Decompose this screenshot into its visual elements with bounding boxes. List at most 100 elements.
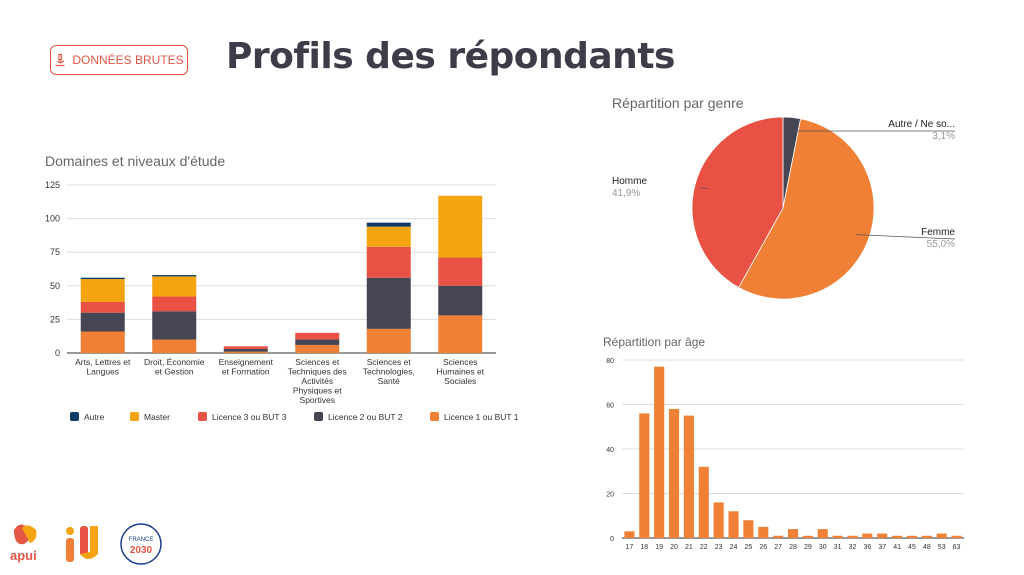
age-xtick-label: 27 [774,544,782,551]
age-xtick-label: 31 [834,544,842,551]
domain-bar-segment [223,346,268,349]
age-bar [877,533,888,538]
domain-ytick-label: 0 [55,348,60,358]
age-bar [832,535,843,538]
age-xtick-label: 17 [626,544,634,551]
domain-ytick-label: 50 [50,281,60,291]
domain-ytick-label: 25 [50,314,60,324]
domain-legend-swatch [70,412,79,421]
gender-chart-title: Répartition par genre [612,95,744,111]
domain-category-label: Sciences [443,357,478,367]
raw-data-badge[interactable]: DONNÉES BRUTES [50,45,188,75]
apui-wordmark: apui [10,548,37,563]
age-xtick-label: 36 [863,544,871,551]
domain-ytick-label: 125 [45,180,60,190]
page-title: Profils des répondants [226,36,675,77]
france-year: 2030 [130,545,153,556]
gender-slice-pct: 41,9% [612,188,640,199]
domain-ytick-label: 100 [45,214,60,224]
domain-category-label: et Formation [222,367,270,377]
domain-bar-segment [295,332,340,340]
domain-bar-segment [438,285,483,316]
age-bar [773,535,784,538]
domain-category-label: Droit, Économie [144,357,205,367]
age-xtick-label: 53 [938,544,946,551]
domain-category-label: Techniques des [288,367,347,377]
age-bar [906,535,918,538]
age-ytick-label: 20 [606,492,614,499]
domain-category-label: et Gestion [155,367,194,377]
gender-pie-slice [738,118,875,300]
domain-category-label: Arts, Lettres et [75,357,131,367]
domain-bar-segment [152,311,197,340]
age-bar [683,415,694,538]
domain-category-label: Sciences et [295,357,340,367]
age-bar [817,529,828,538]
apui-logo: apui [10,524,37,563]
domain-bar-segment [295,339,340,345]
domain-category-label: Sociales [444,376,476,386]
age-xtick-label: 41 [893,544,901,551]
age-xtick-label: 30 [819,544,827,551]
age-chart-title: Répartition par âge [603,335,705,349]
domain-bar-segment [223,351,268,353]
domain-bar-segment [366,328,411,353]
gender-slice-label: Femme [921,227,955,238]
age-bar [624,531,635,538]
domain-legend-swatch [130,412,139,421]
domain-bar-segment [366,277,411,329]
age-bar [728,511,739,538]
age-bar [921,535,932,538]
age-bar [802,535,813,538]
domain-bar-segment [438,257,483,286]
domain-bar-segment [366,246,411,278]
gender-slice-label: Autre / Ne so... [888,119,955,130]
age-xtick-label: 28 [789,544,797,551]
domain-bar-segment [438,195,483,258]
age-xtick-label: 63 [953,544,961,551]
domain-bar-segment [152,275,197,277]
age-bar [951,535,962,538]
age-bar [847,535,858,538]
domain-bar-segment [80,312,125,332]
domain-legend-label: Licence 1 ou BUT 1 [444,412,519,422]
age-xtick-label: 45 [908,544,916,551]
age-bar [787,529,799,538]
gender-leader-line [699,187,709,189]
age-bar [758,526,769,538]
iu-logo [66,526,98,562]
age-ytick-label: 80 [606,358,614,365]
gender-slice-label: Homme [612,176,647,187]
gender-slice-pct: 3,1% [932,131,955,142]
domain-bar-segment [80,301,125,313]
gender-leader-line [855,234,956,240]
domain-ytick-label: 75 [50,247,60,257]
age-xtick-label: 22 [700,544,708,551]
age-bar [743,520,754,538]
domain-category-label: Technologies, [363,367,415,377]
age-ytick-label: 0 [610,536,614,543]
microscope-icon [55,53,65,67]
age-ytick-label: 60 [606,403,614,410]
age-xtick-label: 24 [730,544,738,551]
age-xtick-label: 37 [878,544,886,551]
domain-bar-segment [80,331,125,353]
badge-label: DONNÉES BRUTES [72,53,184,67]
domain-bar-segment [80,279,125,302]
age-xtick-label: 21 [685,544,693,551]
age-xtick-label: 32 [849,544,857,551]
domain-legend-label: Autre [84,412,105,422]
domain-legend-label: Licence 2 ou BUT 2 [328,412,403,422]
domain-legend-label: Licence 3 ou BUT 3 [212,412,287,422]
domain-bar-segment [295,344,340,353]
age-bar [698,466,709,538]
age-xtick-label: 20 [670,544,678,551]
age-bar [862,533,873,538]
domain-bar-segment [80,277,125,280]
age-xtick-label: 18 [640,544,648,551]
domain-legend-swatch [314,412,323,421]
domain-category-label: Langues [86,367,119,377]
gender-pie-slice [691,116,784,289]
